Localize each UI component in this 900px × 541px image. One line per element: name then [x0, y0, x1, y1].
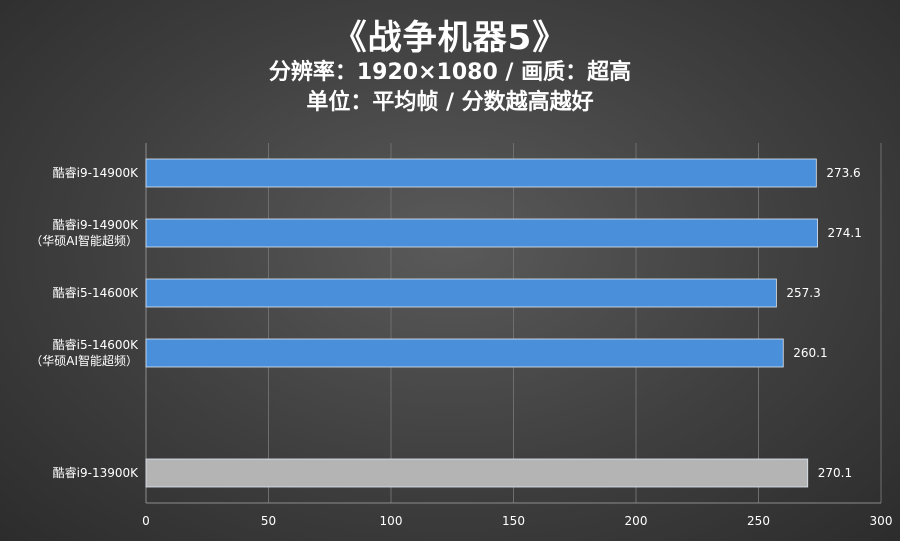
chart-subtitle-resolution: 分辨率：1920×1080 / 画质：超高	[268, 60, 632, 85]
bar	[145, 278, 777, 308]
x-tick-label: 300	[870, 514, 893, 528]
bar	[145, 218, 818, 248]
category-label: 酷睿i5-14600K	[53, 285, 139, 300]
bar	[145, 338, 784, 368]
bar	[145, 458, 809, 488]
chart-title: 《战争机器5》	[332, 18, 568, 58]
x-tick-label: 50	[261, 514, 276, 528]
bar	[145, 158, 817, 188]
x-tick-label: 0	[142, 514, 150, 528]
category-label: 酷睿i5-14600K	[53, 337, 139, 352]
x-tick-label: 100	[380, 514, 403, 528]
category-label: 酷睿i9-14900K	[53, 165, 139, 180]
data-label: 257.3	[786, 286, 820, 300]
x-tick-label: 200	[625, 514, 648, 528]
category-label: 酷睿i9-14900K	[53, 217, 139, 232]
x-tick-label: 150	[502, 514, 525, 528]
data-label: 273.6	[826, 166, 860, 180]
data-label: 270.1	[818, 466, 852, 480]
data-label: 260.1	[793, 346, 827, 360]
category-label: （华硕AI智能超频）	[30, 233, 138, 248]
category-label: 酷睿i9-13900K	[53, 465, 139, 480]
data-label: 274.1	[828, 226, 862, 240]
x-tick-label: 250	[747, 514, 770, 528]
chart-titles: 《战争机器5》 分辨率：1920×1080 / 画质：超高 单位：平均帧 / 分…	[0, 0, 900, 118]
chart-subtitle-unit: 单位：平均帧 / 分数越高越好	[306, 90, 594, 115]
category-label: （华硕AI智能超频）	[30, 353, 138, 368]
